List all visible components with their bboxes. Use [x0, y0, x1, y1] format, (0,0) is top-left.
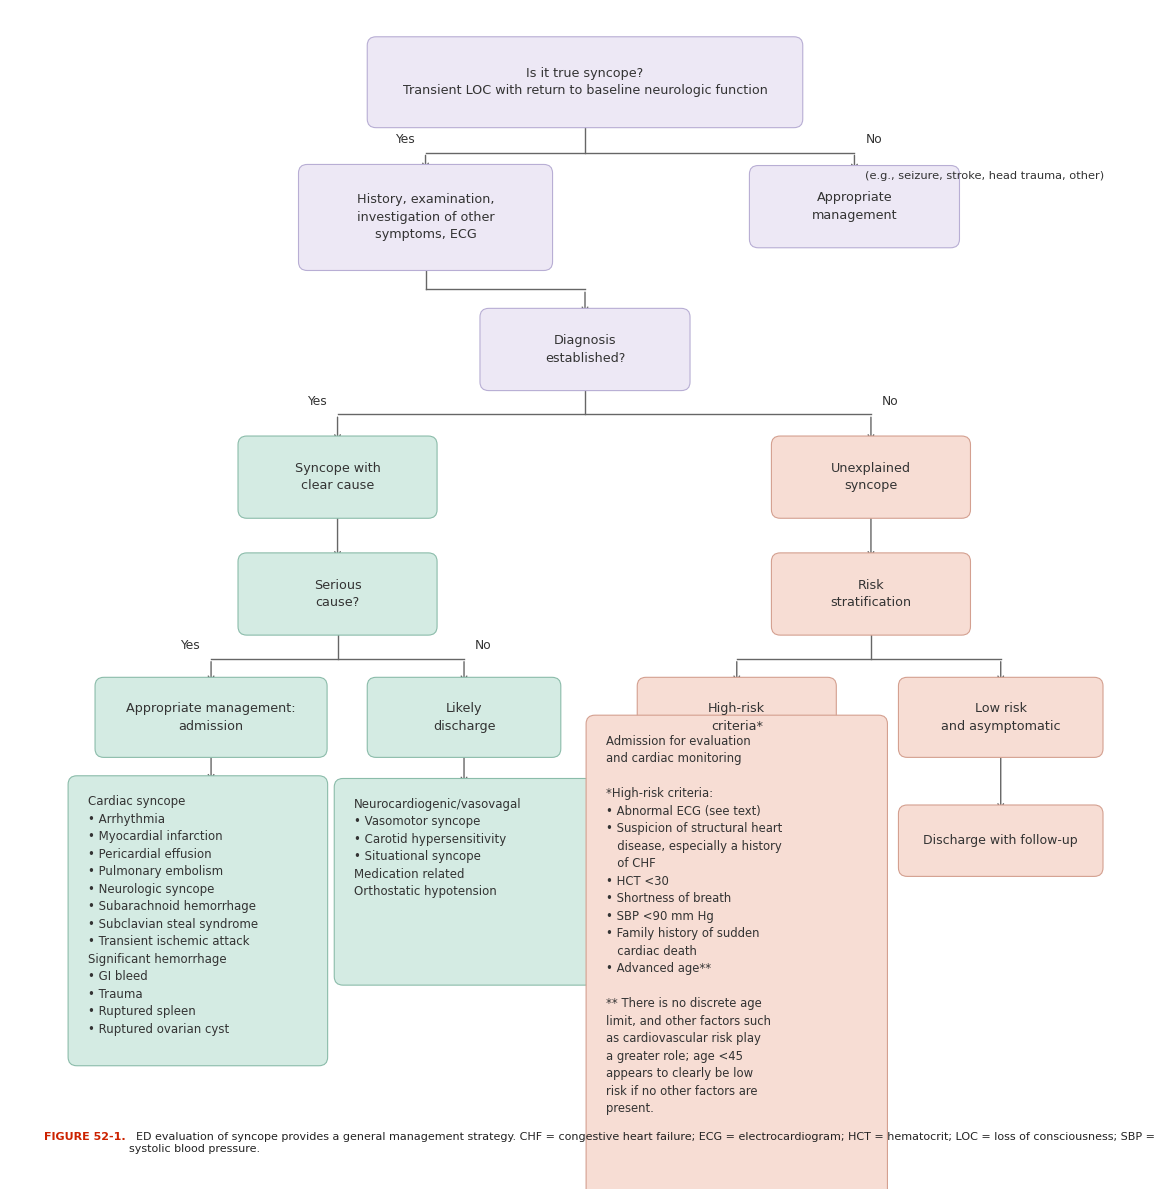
- FancyBboxPatch shape: [335, 779, 594, 986]
- Text: Syncope with
clear cause: Syncope with clear cause: [295, 461, 380, 492]
- FancyBboxPatch shape: [771, 436, 970, 518]
- FancyBboxPatch shape: [638, 678, 837, 757]
- Text: (e.g., seizure, stroke, head trauma, other): (e.g., seizure, stroke, head trauma, oth…: [866, 171, 1104, 182]
- Text: Neurocardiogenic/vasovagal
• Vasomotor syncope
• Carotid hypersensitivity
• Situ: Neurocardiogenic/vasovagal • Vasomotor s…: [355, 798, 522, 899]
- Text: Unexplained
syncope: Unexplained syncope: [831, 461, 911, 492]
- Text: No: No: [475, 640, 491, 653]
- FancyBboxPatch shape: [238, 436, 438, 518]
- Text: Risk
stratification: Risk stratification: [831, 579, 911, 609]
- Text: Discharge with follow-up: Discharge with follow-up: [923, 835, 1078, 848]
- Text: Serious
cause?: Serious cause?: [314, 579, 362, 609]
- Text: Is it true syncope?
Transient LOC with return to baseline neurologic function: Is it true syncope? Transient LOC with r…: [402, 67, 768, 97]
- FancyBboxPatch shape: [480, 308, 690, 391]
- FancyBboxPatch shape: [95, 678, 328, 757]
- FancyBboxPatch shape: [899, 805, 1103, 876]
- Text: No: No: [866, 133, 882, 146]
- FancyBboxPatch shape: [367, 37, 803, 127]
- FancyBboxPatch shape: [586, 716, 888, 1189]
- FancyBboxPatch shape: [750, 165, 959, 247]
- Text: No: No: [882, 395, 899, 408]
- FancyBboxPatch shape: [238, 553, 438, 635]
- Text: Appropriate
management: Appropriate management: [812, 191, 897, 222]
- FancyBboxPatch shape: [899, 678, 1103, 757]
- FancyBboxPatch shape: [68, 775, 328, 1065]
- Text: Low risk
and asymptomatic: Low risk and asymptomatic: [941, 702, 1060, 732]
- FancyBboxPatch shape: [298, 164, 552, 270]
- FancyBboxPatch shape: [367, 678, 560, 757]
- Text: Yes: Yes: [180, 640, 200, 653]
- Text: Diagnosis
established?: Diagnosis established?: [545, 334, 625, 365]
- Text: High-risk
criteria*: High-risk criteria*: [708, 702, 765, 732]
- Text: Admission for evaluation
and cardiac monitoring

*High-risk criteria:
• Abnormal: Admission for evaluation and cardiac mon…: [606, 735, 783, 1115]
- Text: Cardiac syncope
• Arrhythmia
• Myocardial infarction
• Pericardial effusion
• Pu: Cardiac syncope • Arrhythmia • Myocardia…: [88, 795, 259, 1036]
- Text: History, examination,
investigation of other
symptoms, ECG: History, examination, investigation of o…: [357, 194, 495, 241]
- Text: Yes: Yes: [394, 133, 414, 146]
- Text: Yes: Yes: [307, 395, 326, 408]
- Text: ED evaluation of syncope provides a general management strategy. CHF = congestiv: ED evaluation of syncope provides a gene…: [129, 1132, 1155, 1153]
- Text: Likely
discharge: Likely discharge: [433, 702, 495, 732]
- Text: FIGURE 52-1.: FIGURE 52-1.: [44, 1132, 126, 1141]
- Text: Appropriate management:
admission: Appropriate management: admission: [126, 702, 296, 732]
- FancyBboxPatch shape: [771, 553, 970, 635]
